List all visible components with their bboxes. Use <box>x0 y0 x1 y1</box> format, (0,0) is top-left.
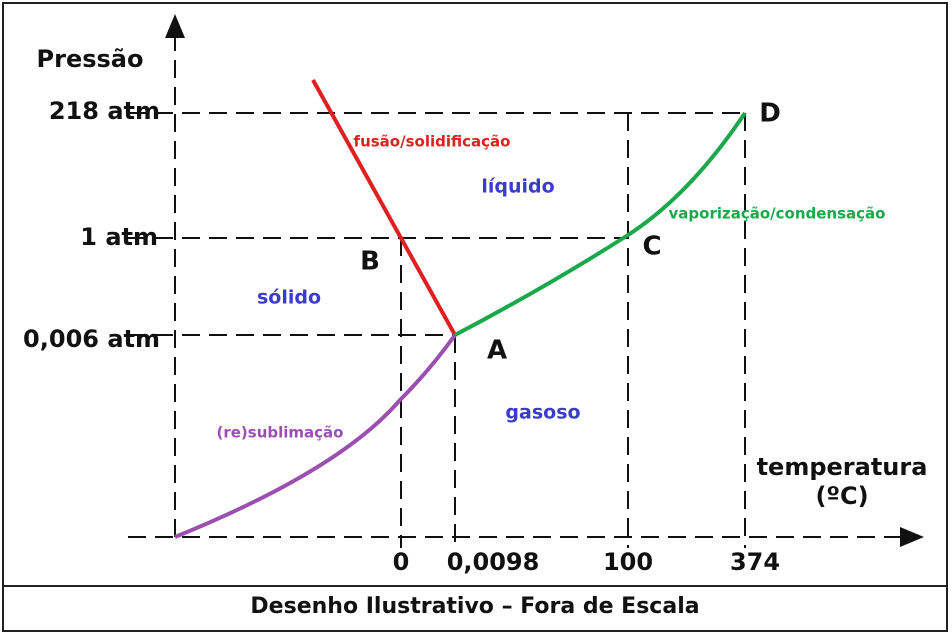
x-axis-arrow <box>900 527 924 547</box>
y-tick-label: 218 atm <box>49 97 160 125</box>
fusion-curve <box>311 79 457 336</box>
region-label: sólido <box>257 287 321 309</box>
x-tick-label: 374 <box>730 548 780 576</box>
x-axis-unit: (ºC) <box>815 482 868 510</box>
vaporization-curve <box>454 111 747 337</box>
point-label: A <box>487 336 507 366</box>
point-label: B <box>360 247 380 277</box>
y-tick-label: 1 atm <box>80 223 158 251</box>
x-tick-label: 0,0098 <box>447 548 540 576</box>
y-tick-label: 0,006 atm <box>23 325 160 353</box>
curve-label: fusão/solidificação <box>354 133 511 151</box>
caption: Desenho Ilustrativo – Fora de Escala <box>250 594 699 619</box>
x-axis-label: temperatura <box>757 453 928 481</box>
sublimation-curve <box>174 333 457 539</box>
x-tick-label: 100 <box>603 548 653 576</box>
x-tick-label: 0 <box>393 548 410 576</box>
point-label: C <box>642 232 661 262</box>
region-label: gasoso <box>505 402 580 424</box>
y-axis-arrow <box>165 14 185 38</box>
curve-label: vaporização/condensação <box>669 205 886 223</box>
point-label: D <box>759 99 781 129</box>
y-axis-label: Pressão <box>37 45 144 73</box>
curve-label: (re)sublimação <box>217 424 344 442</box>
region-label: líquido <box>481 176 554 198</box>
